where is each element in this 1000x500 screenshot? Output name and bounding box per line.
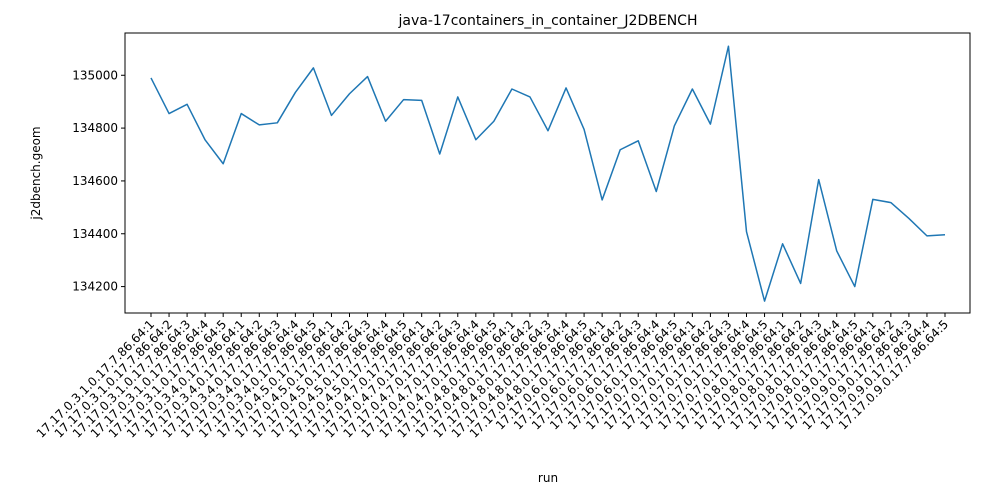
y-axis: 134200 134400 134600 134800 135000 <box>72 68 125 294</box>
y-axis-title: j2dbench.geom <box>29 126 43 220</box>
y-tick-label: 134400 <box>72 227 118 241</box>
x-axis: 17.17.0.3.1.0.17.7.86.64:117.17.0.3.1.0.… <box>34 313 951 441</box>
chart-title: java-17containers_in_container_J2DBENCH <box>398 13 698 29</box>
y-tick-label: 134200 <box>72 280 118 294</box>
y-tick-label: 134800 <box>72 121 118 135</box>
y-tick-label: 135000 <box>72 68 118 82</box>
x-axis-title: run <box>538 471 558 485</box>
y-tick-label: 134600 <box>72 174 118 188</box>
series <box>150 45 946 302</box>
plot-frame <box>124 32 971 314</box>
